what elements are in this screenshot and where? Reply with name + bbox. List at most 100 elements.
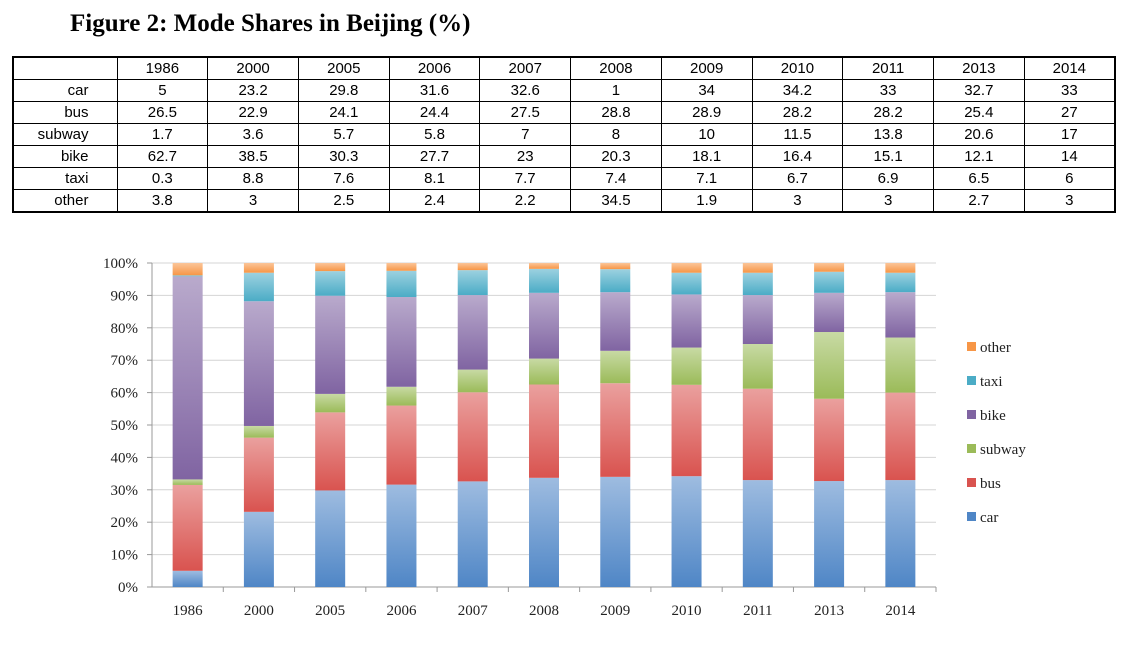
x-tick-label: 2006 [386, 603, 417, 619]
legend-swatch-subway [967, 444, 976, 453]
bar-segment-other [173, 263, 203, 275]
bar-segment-taxi [885, 273, 915, 292]
bar-segment-other [814, 263, 844, 272]
bar-segment-subway [814, 332, 844, 399]
bar-segment-other [672, 263, 702, 273]
y-tick-label: 80% [111, 321, 139, 337]
bar-segment-bike [600, 292, 630, 351]
bar-segment-bus [529, 385, 559, 478]
bar-segment-car [458, 481, 488, 587]
bar-segment-bike [386, 297, 416, 387]
bar-segment-subway [315, 394, 345, 412]
x-tick-label: 2013 [814, 603, 844, 619]
bar-segment-bus [600, 383, 630, 477]
legend-label-bike: bike [980, 408, 1006, 424]
legend-label-taxi: taxi [980, 374, 1003, 390]
bar-segment-bus [386, 406, 416, 485]
bar-segment-bike [244, 301, 274, 426]
y-tick-label: 0% [118, 580, 138, 596]
bar-segment-taxi [386, 271, 416, 297]
bar-segment-bike [743, 295, 773, 344]
legend-swatch-taxi [967, 376, 976, 385]
x-tick-label: 2000 [244, 603, 274, 619]
bar-segment-car [386, 485, 416, 587]
bar-segment-car [672, 476, 702, 587]
bar-segment-other [743, 263, 773, 273]
bar-segment-car [743, 480, 773, 587]
bar-segment-bike [672, 294, 702, 347]
bar-segment-other [529, 263, 559, 269]
bar-segment-car [600, 477, 630, 587]
bar-segment-subway [386, 387, 416, 406]
bar-segment-car [315, 490, 345, 587]
bar-segment-taxi [814, 272, 844, 293]
bar-segment-car [814, 481, 844, 587]
y-tick-label: 40% [111, 450, 139, 466]
bar-segment-taxi [600, 269, 630, 292]
bar-segment-car [173, 571, 203, 587]
bar-segment-other [885, 263, 915, 273]
bar-segment-taxi [672, 273, 702, 295]
legend-label-car: car [980, 510, 998, 526]
bar-segment-bike [458, 295, 488, 370]
bar-segment-taxi [244, 273, 274, 302]
bar-segment-bus [814, 399, 844, 481]
x-tick-label: 2005 [315, 603, 345, 619]
bar-segment-subway [173, 479, 203, 485]
bar-segment-bike [814, 293, 844, 332]
bar-segment-bus [458, 392, 488, 481]
legend-swatch-car [967, 512, 976, 521]
bar-segment-subway [529, 359, 559, 385]
bar-segment-subway [743, 344, 773, 389]
bar-segment-subway [672, 348, 702, 385]
bar-segment-taxi [458, 270, 488, 295]
x-tick-label: 2008 [529, 603, 559, 619]
x-tick-label: 2010 [672, 603, 702, 619]
bar-segment-bus [315, 412, 345, 490]
bar-segment-bike [173, 276, 203, 479]
bar-segment-subway [885, 338, 915, 393]
x-tick-label: 2009 [600, 603, 630, 619]
legend-swatch-bike [967, 410, 976, 419]
legend-swatch-other [967, 342, 976, 351]
bar-segment-other [458, 263, 488, 270]
y-tick-label: 50% [111, 418, 139, 434]
bar-segment-bus [244, 438, 274, 512]
bar-segment-other [600, 263, 630, 269]
bar-segment-taxi [743, 273, 773, 295]
legend-label-other: other [980, 340, 1011, 356]
x-tick-label: 2007 [458, 603, 489, 619]
bar-segment-bus [672, 385, 702, 476]
y-tick-label: 20% [111, 515, 139, 531]
bar-segment-other [386, 263, 416, 271]
bar-segment-bus [173, 485, 203, 571]
x-tick-label: 2014 [885, 603, 916, 619]
bar-segment-bike [529, 293, 559, 359]
bar-segment-car [885, 480, 915, 587]
y-tick-label: 100% [103, 256, 138, 272]
bar-segment-taxi [529, 269, 559, 293]
bar-segment-taxi [315, 271, 345, 296]
y-tick-label: 60% [111, 386, 139, 402]
legend-label-subway: subway [980, 442, 1026, 458]
y-tick-label: 30% [111, 483, 139, 499]
bar-segment-bike [885, 292, 915, 337]
bar-segment-subway [244, 426, 274, 438]
legend-swatch-bus [967, 478, 976, 487]
bar-segment-car [244, 512, 274, 587]
bar-segment-bike [315, 296, 345, 394]
bar-segment-bus [885, 393, 915, 480]
y-tick-label: 10% [111, 548, 139, 564]
x-tick-label: 1986 [173, 603, 204, 619]
y-tick-label: 70% [111, 353, 139, 369]
bar-segment-other [315, 263, 345, 271]
bar-segment-taxi [173, 275, 203, 276]
bar-segment-subway [600, 351, 630, 383]
x-tick-label: 2011 [743, 603, 772, 619]
bar-segment-car [529, 478, 559, 587]
bar-segment-bus [743, 389, 773, 480]
bar-segment-subway [458, 370, 488, 393]
y-tick-label: 90% [111, 288, 139, 304]
bar-segment-other [244, 263, 274, 273]
